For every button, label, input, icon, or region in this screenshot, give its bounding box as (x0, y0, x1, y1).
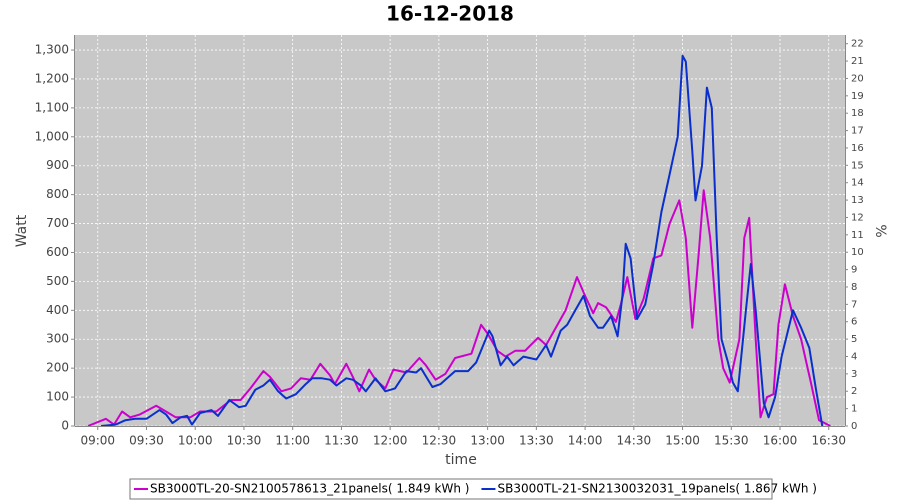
y2-tick-label: 9 (851, 265, 857, 276)
y2-tick-label: 3 (851, 369, 857, 380)
y2-axis-label: % (872, 224, 888, 237)
axes: 01002003004005006007008009001,0001,1001,… (35, 35, 864, 448)
x-tick-label: 15:00 (665, 434, 700, 448)
y-tick-label: 800 (46, 187, 69, 201)
y2-tick-label: 17 (851, 126, 864, 137)
y2-tick-label: 22 (851, 39, 864, 50)
x-tick-label: 09:00 (80, 434, 115, 448)
y2-tick-label: 15 (851, 160, 864, 171)
x-tick-label: 16:30 (811, 434, 846, 448)
y-axis-label: Watt (14, 214, 30, 247)
y-tick-label: 1,300 (35, 43, 69, 57)
y-tick-label: 400 (46, 303, 69, 317)
legend-label: SB3000TL-20-SN2100578613_21panels( 1.849… (150, 482, 469, 496)
y2-tick-label: 20 (851, 73, 864, 84)
x-tick-label: 16:00 (763, 434, 798, 448)
x-tick-label: 12:30 (422, 434, 457, 448)
y2-tick-label: 21 (851, 56, 864, 67)
y2-tick-label: 8 (851, 282, 857, 293)
y2-tick-label: 18 (851, 108, 864, 119)
y2-tick-label: 19 (851, 91, 864, 102)
y2-tick-label: 10 (851, 247, 864, 258)
y2-tick-label: 6 (851, 317, 857, 328)
y-tick-label: 300 (46, 332, 69, 346)
lines (87, 54, 831, 427)
y-tick-label: 900 (46, 158, 69, 172)
x-axis-label: time (445, 452, 477, 468)
x-tick-label: 14:30 (617, 434, 652, 448)
y2-tick-label: 4 (851, 351, 857, 362)
y-tick-label: 1,000 (35, 129, 69, 143)
legend: SB3000TL-20-SN2100578613_21panels( 1.849… (134, 482, 817, 496)
x-tick-label: 13:00 (470, 434, 505, 448)
legend-box (129, 478, 773, 500)
x-tick-label: 15:30 (714, 434, 749, 448)
y-tick-label: 200 (46, 361, 69, 375)
x-tick-label: 13:30 (519, 434, 554, 448)
x-tick-label: 11:00 (275, 434, 310, 448)
y2-tick-label: 13 (851, 195, 864, 206)
x-tick-label: 09:30 (129, 434, 164, 448)
y-tick-label: 1,200 (35, 71, 69, 85)
series-line (100, 54, 824, 427)
y2-tick-label: 2 (851, 386, 857, 397)
y-tick-label: 100 (46, 390, 69, 404)
x-tick-label: 10:30 (227, 434, 262, 448)
x-tick-label: 14:00 (568, 434, 603, 448)
y2-tick-label: 7 (851, 299, 857, 310)
y2-tick-label: 0 (851, 421, 857, 432)
y2-tick-label: 5 (851, 334, 857, 345)
y2-tick-label: 12 (851, 212, 864, 223)
x-tick-label: 11:30 (324, 434, 359, 448)
y-tick-label: 700 (46, 216, 69, 230)
y2-tick-label: 16 (851, 143, 864, 154)
y2-tick-label: 14 (851, 178, 864, 189)
x-tick-label: 10:00 (178, 434, 213, 448)
y-tick-label: 0 (61, 419, 69, 433)
y2-tick-label: 11 (851, 230, 864, 241)
legend-label: SB3000TL-21-SN2130032031_19panels( 1.867… (497, 482, 816, 496)
y-tick-label: 600 (46, 245, 69, 259)
x-tick-label: 12:00 (373, 434, 408, 448)
y-tick-label: 500 (46, 274, 69, 288)
y2-tick-label: 1 (851, 404, 857, 415)
y-tick-label: 1,100 (35, 100, 69, 114)
chart-title: 16-12-2018 (386, 2, 514, 26)
